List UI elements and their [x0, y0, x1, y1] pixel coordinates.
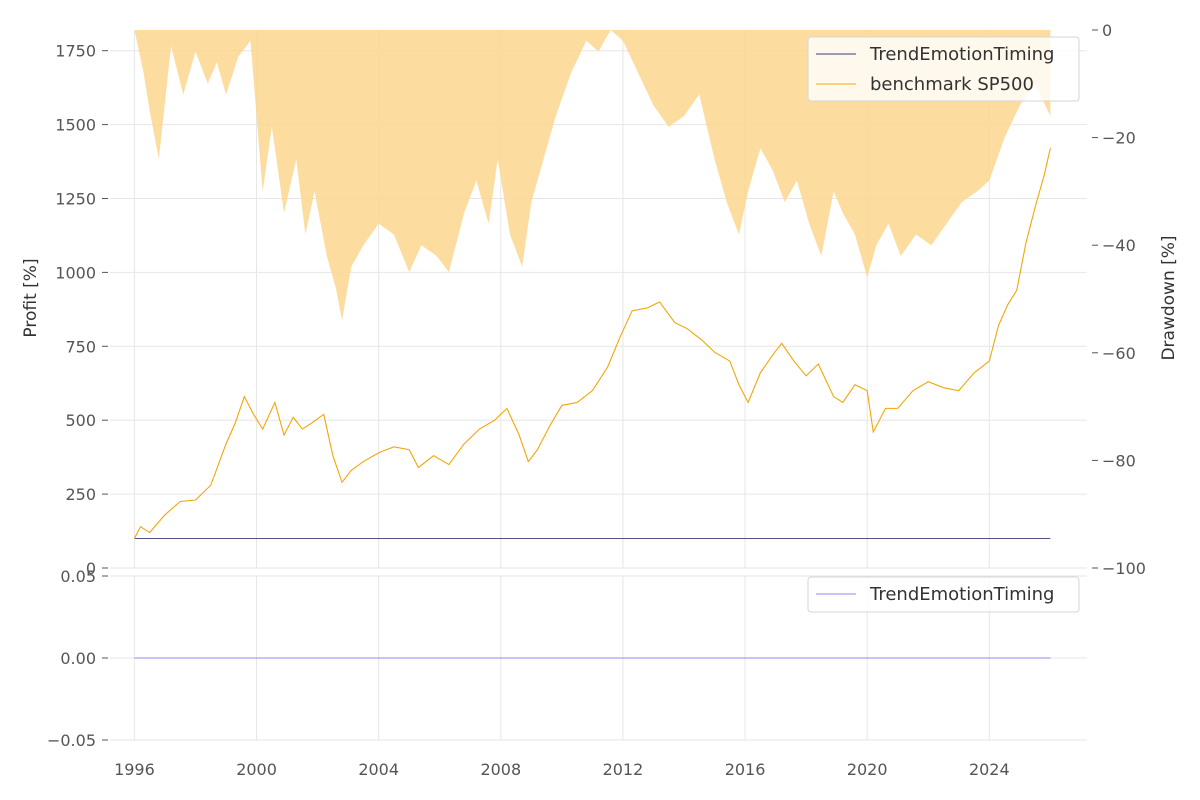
- y-tick-label-profit-1000: 1000: [55, 263, 96, 282]
- y-tick-label-bottom-0.05: 0.05: [60, 567, 96, 586]
- x-tick-label-2008: 2008: [480, 760, 521, 779]
- top-plot-series: [133, 148, 1051, 539]
- y-tick-label-drawdown-−100: −100: [1102, 559, 1146, 578]
- y-tick-label-profit-500: 500: [65, 411, 96, 430]
- x-tick-label-1996: 1996: [114, 760, 155, 779]
- top-plot-axes: 0 250 500 750 1000 1250 1500 1750 0 −20 −40 −60 −80 −…: [55, 21, 1146, 578]
- y-tick-label-profit-0: 0: [86, 559, 96, 578]
- x-tick-label-2016: 2016: [725, 760, 766, 779]
- y-tick-label-profit-1250: 1250: [55, 189, 96, 208]
- y-axis-title-profit: Profit [%]: [21, 258, 41, 337]
- bottom-legend-box: [807, 576, 1080, 613]
- y-tick-label-profit-250: 250: [65, 485, 96, 504]
- series-line-benchmark-sp500: [133, 148, 1051, 539]
- y-tick-label-drawdown-−80: −80: [1102, 451, 1136, 470]
- legend-label-benchmark-sp500: benchmark SP500: [870, 74, 1034, 95]
- bottom-legend: TrendEmotionTiming: [807, 576, 1080, 613]
- legend-label-trendemotiontiming-bottom: TrendEmotionTiming: [869, 584, 1054, 605]
- y-tick-label-profit-750: 750: [65, 337, 96, 356]
- y-tick-label-bottom-0.00: 0.00: [60, 649, 96, 668]
- legend-label-trendemotiontiming: TrendEmotionTiming: [869, 44, 1054, 65]
- x-tick-label-2012: 2012: [603, 760, 644, 779]
- x-tick-label-2004: 2004: [358, 760, 399, 779]
- y-tick-label-bottom-−0.05: −0.05: [47, 731, 96, 750]
- y-tick-label-drawdown-−20: −20: [1102, 129, 1136, 148]
- y-tick-label-drawdown-0: 0: [1102, 21, 1112, 40]
- y-tick-label-profit-1500: 1500: [55, 116, 96, 135]
- drawdown-area-group: [134, 30, 1051, 321]
- y-tick-label-drawdown-−40: −40: [1102, 236, 1136, 255]
- drawdown-area: [134, 30, 1051, 321]
- x-tick-label-2024: 2024: [969, 760, 1010, 779]
- top-legend: TrendEmotionTiming benchmark SP500: [807, 36, 1080, 102]
- x-tick-label-2020: 2020: [847, 760, 888, 779]
- y-tick-label-drawdown-−60: −60: [1102, 344, 1136, 363]
- x-tick-label-2000: 2000: [236, 760, 277, 779]
- bottom-plot-axes: 1996 2000 2004 2008 2012 2016 2020 2024 0.05 0.00…: [47, 567, 1010, 779]
- top-legend-box: [807, 36, 1080, 102]
- y-axis-title-drawdown: Drawdown [%]: [1159, 235, 1179, 360]
- y-tick-label-profit-1750: 1750: [55, 42, 96, 61]
